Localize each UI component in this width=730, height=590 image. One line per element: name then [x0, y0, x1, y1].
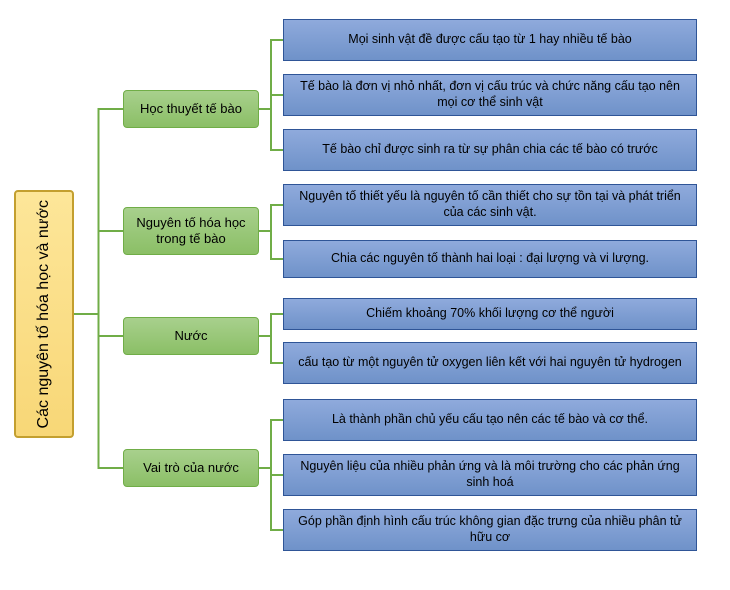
branch-node: Nước [123, 317, 259, 355]
leaf-node: Chiếm khoảng 70% khối lượng cơ thể người [283, 298, 697, 330]
branch-label: Nguyên tố hóa học trong tế bào [130, 215, 252, 246]
leaf-label: Nguyên tố thiết yếu là nguyên tố cần thi… [290, 189, 690, 220]
branch-node: Học thuyết tế bào [123, 90, 259, 128]
branch-label: Học thuyết tế bào [140, 101, 242, 117]
leaf-label: Nguyên liệu của nhiều phản ứng và là môi… [290, 459, 690, 490]
branch-node: Vai trò của nước [123, 449, 259, 487]
branch-node: Nguyên tố hóa học trong tế bào [123, 207, 259, 255]
leaf-node: Góp phần định hình cấu trúc không gian đ… [283, 509, 697, 551]
leaf-label: cấu tạo từ một nguyên tử oxygen liên kết… [298, 355, 682, 371]
leaf-node: Nguyên liệu của nhiều phản ứng và là môi… [283, 454, 697, 496]
leaf-node: Tế bào chỉ được sinh ra từ sự phân chia … [283, 129, 697, 171]
leaf-label: Mọi sinh vật đề được cấu tạo từ 1 hay nh… [348, 32, 631, 48]
root-label: Các nguyên tố hóa học và nước [34, 200, 53, 428]
leaf-node: Mọi sinh vật đề được cấu tạo từ 1 hay nh… [283, 19, 697, 61]
branch-label: Vai trò của nước [143, 460, 239, 476]
leaf-node: Chia các nguyên tố thành hai loại : đại … [283, 240, 697, 278]
leaf-label: Tế bào chỉ được sinh ra từ sự phân chia … [322, 142, 657, 158]
branch-label: Nước [174, 328, 207, 344]
leaf-node: Nguyên tố thiết yếu là nguyên tố cần thi… [283, 184, 697, 226]
leaf-label: Là thành phần chủ yếu cấu tạo nên các tế… [332, 412, 648, 428]
leaf-node: cấu tạo từ một nguyên tử oxygen liên kết… [283, 342, 697, 384]
leaf-label: Góp phần định hình cấu trúc không gian đ… [290, 514, 690, 545]
leaf-label: Chiếm khoảng 70% khối lượng cơ thể người [366, 306, 614, 322]
leaf-label: Tế bào là đơn vị nhỏ nhất, đơn vị cấu tr… [290, 79, 690, 110]
root-node: Các nguyên tố hóa học và nước [14, 190, 74, 438]
leaf-node: Tế bào là đơn vị nhỏ nhất, đơn vị cấu tr… [283, 74, 697, 116]
leaf-node: Là thành phần chủ yếu cấu tạo nên các tế… [283, 399, 697, 441]
leaf-label: Chia các nguyên tố thành hai loại : đại … [331, 251, 649, 267]
